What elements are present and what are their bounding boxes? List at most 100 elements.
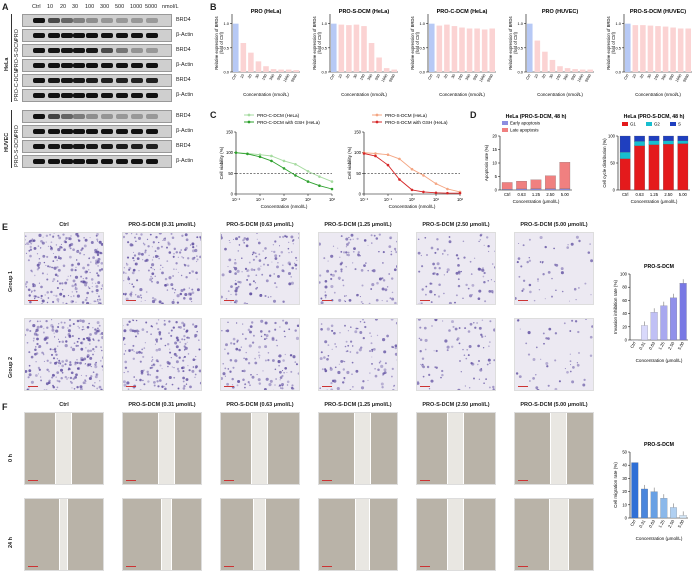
cell (265, 322, 268, 325)
y-tick-label: 60 (622, 298, 627, 303)
cell (392, 292, 394, 294)
bar-segment (516, 189, 526, 190)
legend-label: PRO-C-DCM (HeLa) (257, 113, 300, 118)
cell (339, 257, 340, 258)
wb-header-label: 10 (47, 4, 53, 10)
cell (349, 299, 352, 302)
cell (255, 282, 256, 283)
cell (328, 344, 330, 346)
cell (274, 273, 275, 274)
cell (158, 242, 159, 243)
wb-band (33, 159, 45, 164)
scratch-micrograph (24, 412, 104, 485)
cell (56, 371, 59, 374)
invasion-micrograph (122, 232, 202, 305)
cell (420, 339, 423, 342)
cell (442, 321, 443, 322)
cell (39, 283, 40, 284)
cell (186, 384, 187, 385)
cell (174, 292, 175, 293)
cell (320, 328, 323, 331)
cell (480, 334, 482, 336)
cell (97, 241, 98, 242)
cell (523, 244, 525, 246)
cell (80, 281, 81, 282)
cell (88, 269, 90, 271)
x-tick-label: 500 (374, 74, 381, 81)
cell (282, 370, 283, 371)
wb-band (116, 63, 128, 68)
cell (168, 320, 170, 322)
cell (231, 378, 233, 380)
cell (228, 290, 230, 292)
cell (555, 388, 558, 391)
cell (266, 338, 268, 340)
cell (328, 261, 329, 262)
cell (268, 383, 271, 386)
bar-segment (678, 141, 688, 144)
cell (233, 343, 235, 345)
x-tick-label: 5000 (290, 74, 298, 83)
cell (330, 367, 332, 369)
scratch-micrograph (24, 498, 104, 571)
scale-bar (126, 566, 136, 568)
cell-dots (25, 233, 104, 305)
micrograph-title: PRO-S-DCM (0.63 μmol/L) (215, 222, 305, 228)
x-tick-label: 5.00 (679, 192, 688, 197)
wb-protein-label: BRD4 (176, 47, 191, 53)
cell (221, 296, 223, 299)
cell (185, 330, 187, 332)
cell (535, 386, 538, 389)
scratch-micrograph (122, 498, 202, 571)
x-tick-label: 2.50 (546, 192, 555, 197)
cell (164, 237, 166, 239)
cell (175, 321, 177, 323)
scratch-gap (158, 413, 174, 485)
cell (335, 366, 337, 368)
cell (188, 353, 190, 355)
scratch-edge (267, 413, 268, 485)
cell (493, 328, 496, 331)
cell (282, 359, 285, 362)
cell (58, 360, 60, 362)
cell (456, 254, 458, 256)
cell (156, 281, 159, 284)
y-tick-label: 50 (610, 161, 615, 166)
cell (83, 329, 84, 330)
cell (394, 268, 397, 271)
x-tick-label: 1.25 (532, 192, 541, 197)
cell (456, 294, 458, 296)
cell (146, 371, 148, 373)
cell (124, 361, 127, 364)
cell (54, 233, 55, 234)
cell (136, 379, 138, 381)
bar (663, 27, 669, 72)
cell (275, 378, 277, 380)
cell (96, 293, 97, 294)
cell (348, 242, 350, 244)
cell (358, 251, 360, 253)
cell (487, 245, 489, 247)
cell (234, 272, 237, 275)
cell (379, 362, 381, 364)
cell (350, 326, 352, 328)
cell (485, 378, 487, 380)
chart-title: PRO-S-DCM (644, 264, 674, 270)
scratch-title: PRO-S-DCM (2.50 μmol/L) (411, 402, 501, 408)
cell (182, 377, 185, 380)
wb-band (61, 48, 73, 53)
cell (348, 330, 349, 331)
cell (31, 240, 34, 243)
cell (67, 327, 68, 328)
cell (31, 381, 34, 384)
scale-bar (322, 386, 332, 388)
cell (454, 302, 456, 304)
cell (340, 251, 342, 253)
cell (65, 344, 68, 347)
cell (26, 286, 28, 288)
cell (464, 354, 466, 356)
cell (37, 321, 39, 323)
cell (152, 268, 153, 269)
cell (152, 300, 155, 303)
